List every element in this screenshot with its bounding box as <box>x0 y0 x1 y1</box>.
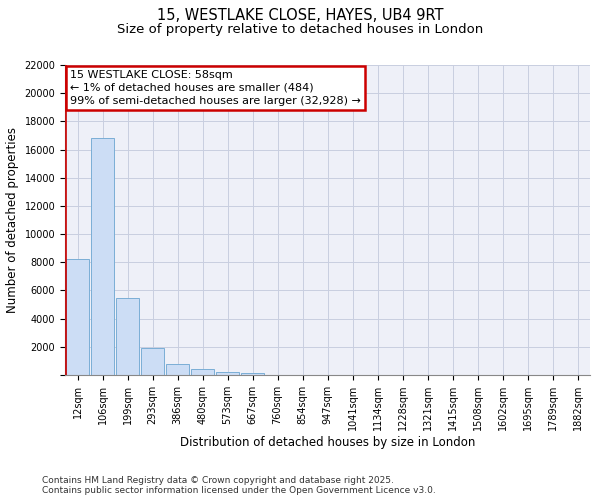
Text: 15 WESTLAKE CLOSE: 58sqm
← 1% of detached houses are smaller (484)
99% of semi-d: 15 WESTLAKE CLOSE: 58sqm ← 1% of detache… <box>70 70 361 106</box>
X-axis label: Distribution of detached houses by size in London: Distribution of detached houses by size … <box>180 436 475 449</box>
Text: 15, WESTLAKE CLOSE, HAYES, UB4 9RT: 15, WESTLAKE CLOSE, HAYES, UB4 9RT <box>157 8 443 22</box>
Bar <box>191 369 214 375</box>
Bar <box>241 373 264 375</box>
Bar <box>91 138 114 375</box>
Bar <box>66 260 89 375</box>
Bar <box>116 298 139 375</box>
Text: Size of property relative to detached houses in London: Size of property relative to detached ho… <box>117 22 483 36</box>
Bar <box>141 348 164 375</box>
Bar <box>216 372 239 375</box>
Bar <box>166 364 189 375</box>
Y-axis label: Number of detached properties: Number of detached properties <box>6 127 19 313</box>
Text: Contains HM Land Registry data © Crown copyright and database right 2025.
Contai: Contains HM Land Registry data © Crown c… <box>42 476 436 495</box>
